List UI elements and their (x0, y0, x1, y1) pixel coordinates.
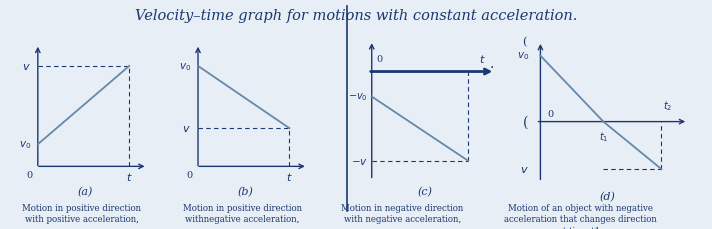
Text: $v_0$: $v_0$ (179, 61, 192, 73)
Text: (d): (d) (599, 191, 615, 201)
Text: Motion in negative direction
with negative acceleration,: Motion in negative direction with negati… (341, 203, 464, 223)
Text: (c): (c) (417, 186, 432, 196)
Text: $v_0$: $v_0$ (518, 50, 530, 62)
Text: $t$: $t$ (479, 53, 486, 65)
Text: $v$: $v$ (182, 124, 191, 134)
Text: Motion in positive direction
with positive acceleration,: Motion in positive direction with positi… (22, 203, 142, 223)
Text: Motion of an object with negative
acceleration that changes direction
at time t1: Motion of an object with negative accele… (504, 203, 656, 229)
Text: $v$: $v$ (21, 62, 31, 72)
Text: $v_0$: $v_0$ (19, 139, 31, 150)
Text: (b): (b) (238, 187, 253, 197)
Text: $v$: $v$ (520, 164, 529, 174)
Text: 0: 0 (26, 170, 33, 179)
Text: $-v_0$: $-v_0$ (348, 91, 368, 103)
Text: 0: 0 (547, 110, 553, 119)
Text: $t$: $t$ (286, 171, 293, 183)
Text: $t_2$: $t_2$ (663, 99, 672, 113)
Text: Velocity–time graph for motions with constant acceleration.: Velocity–time graph for motions with con… (135, 9, 577, 23)
Text: $t_1$: $t_1$ (599, 130, 608, 144)
Text: 0: 0 (187, 170, 193, 179)
Text: (: ( (523, 37, 527, 47)
Text: Motion in positive direction
withnegative acceleration,: Motion in positive direction withnegativ… (182, 203, 302, 223)
Text: 0: 0 (377, 54, 382, 63)
Text: $t$: $t$ (126, 171, 132, 183)
Text: (: ( (523, 115, 528, 129)
Text: $-v$: $-v$ (351, 156, 367, 166)
Text: .: . (490, 56, 494, 70)
Text: (a): (a) (78, 187, 93, 197)
